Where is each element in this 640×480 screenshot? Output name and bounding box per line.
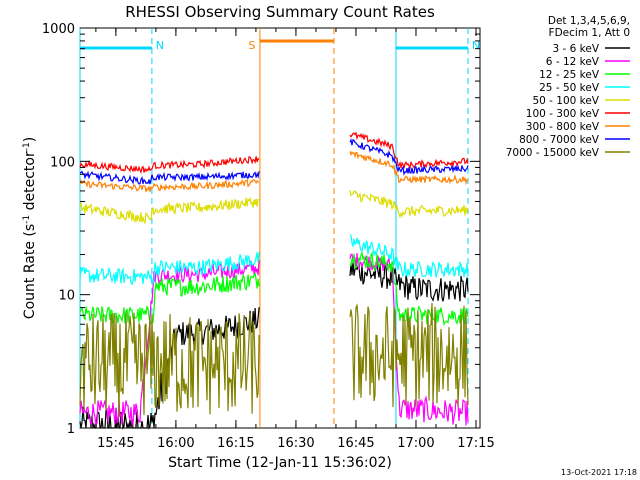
series-line-1-0 <box>79 259 260 427</box>
series-layer <box>79 131 469 430</box>
legend-label-1: 6 - 12 keV <box>546 56 600 68</box>
x-tick-label: 17:15 <box>457 436 494 451</box>
y-axis: 1 10 100 1000 <box>42 22 480 437</box>
legend-header-line-1: FDecim 1, Att 0 <box>549 27 630 39</box>
legend-label-3: 25 - 50 keV <box>539 82 600 94</box>
x-axis: 15:45 16:00 16:15 16:30 16:45 17:00 17:15 <box>95 28 495 451</box>
x-tick-label: 16:00 <box>157 436 194 451</box>
series-line-7-0 <box>79 170 260 185</box>
series-line-6-1 <box>349 151 469 186</box>
series-line-8-1 <box>349 302 469 408</box>
y-axis-label-sup2: -1 <box>22 142 32 151</box>
x-tick-label: 16:15 <box>217 436 254 451</box>
x-axis-label: Start Time (12-Jan-11 15:36:02) <box>168 455 392 471</box>
event-markers: N NS <box>79 28 480 428</box>
legend-label-7: 800 - 7000 keV <box>519 134 600 146</box>
legend-header: Det 1,3,4,5,6,9,FDecim 1, Att 0 <box>548 15 630 39</box>
series-line-4-0 <box>79 196 260 225</box>
x-tick-label: 15:45 <box>97 436 134 451</box>
y-axis-label-sup1: -1 <box>22 215 32 224</box>
series-line-0-1 <box>349 261 469 302</box>
chart-title: RHESSI Observing Summary Count Rates <box>125 3 435 21</box>
series-line-5-1 <box>349 131 469 170</box>
event-label-1: N <box>472 39 480 52</box>
y-axis-label: Count Rate (s-1 detector-1) <box>22 137 38 319</box>
legend-label-8: 7000 - 15000 keV <box>506 147 600 159</box>
series-line-5-0 <box>79 155 260 175</box>
series-line-3-1 <box>349 234 469 279</box>
legend-label-4: 50 - 100 keV <box>532 95 599 107</box>
legend-label-0: 3 - 6 keV <box>552 43 599 55</box>
y-tick-label: 10 <box>58 289 75 304</box>
series-line-4-1 <box>349 189 469 219</box>
y-axis-label-pre: Count Rate (s <box>22 224 38 319</box>
series-line-2-0 <box>79 272 260 324</box>
y-tick-label: 100 <box>50 155 75 170</box>
legend-label-5: 100 - 300 keV <box>526 108 600 120</box>
series-line-8-0 <box>79 311 260 418</box>
series-line-7-1 <box>349 138 469 176</box>
y-axis-label-mid: detector <box>22 151 38 215</box>
x-tick-label: 16:45 <box>337 436 374 451</box>
series-line-6-0 <box>79 178 260 192</box>
generation-timestamp: 13-Oct-2021 17:18 <box>561 468 637 477</box>
x-tick-label: 16:30 <box>277 436 314 451</box>
legend-label-2: 12 - 25 keV <box>539 69 600 81</box>
y-tick-label: 1 <box>67 422 75 437</box>
event-label-2: S <box>248 39 255 52</box>
event-label-0: N <box>156 39 164 52</box>
y-tick-label: 1000 <box>42 22 75 37</box>
legend-label-6: 300 - 800 keV <box>526 121 600 133</box>
y-axis-label-post: ) <box>22 137 38 142</box>
series-line-3-0 <box>79 251 260 286</box>
x-tick-label: 17:00 <box>397 436 434 451</box>
legend-header-line-0: Det 1,3,4,5,6,9, <box>548 15 630 27</box>
